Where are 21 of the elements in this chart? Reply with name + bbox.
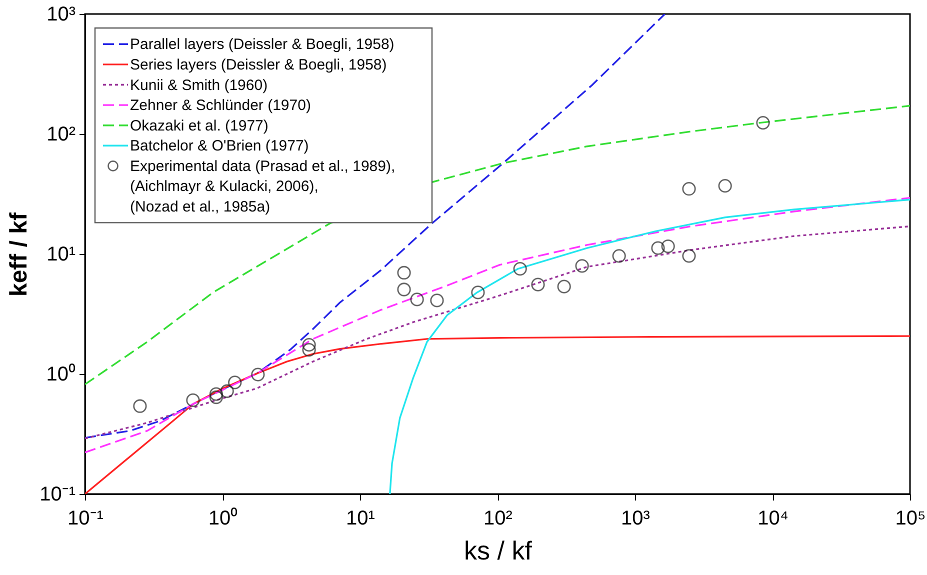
legend-label: Experimental data (Prasad et al., 1989), (Aichlmayr & Kulacki, 2006), (Nozad et al., 1985a) (130, 158, 396, 216)
x-tick-label: 10³ (621, 508, 650, 530)
legend-label: Batchelor & O'Brien (1977) (130, 138, 309, 155)
legend-label: Series layers (Deissler & Boegli, 1958) (130, 56, 387, 74)
legend-label: Kunii & Smith (1960) (130, 76, 268, 94)
x-tick-label: 10⁻¹ (68, 508, 104, 530)
legend-label: Parallel layers (Deissler & Boegli, 1958) (130, 36, 394, 54)
y-tick-label: 10² (46, 124, 76, 146)
x-tick-label: 10² (484, 508, 513, 530)
x-tick-label: 10¹ (346, 508, 376, 530)
x-tick-label: 10⁴ (758, 508, 788, 530)
y-axis-title: keff / kf (6, 211, 33, 297)
x-tick-label: 10⁵ (895, 508, 926, 530)
legend-label: Zehner & Schlünder (1970) (130, 97, 311, 114)
legend-label: Okazaki et al. (1977) (130, 117, 268, 134)
x-tick-label: 10⁰ (208, 506, 238, 530)
x-axis-title: ks / kf (464, 536, 533, 566)
y-tick-label: 10⁰ (46, 362, 76, 386)
y-tick-label: 10¹ (46, 244, 76, 266)
y-tick-label: 10³ (46, 4, 76, 26)
y-tick-label: 10⁻¹ (40, 484, 76, 506)
